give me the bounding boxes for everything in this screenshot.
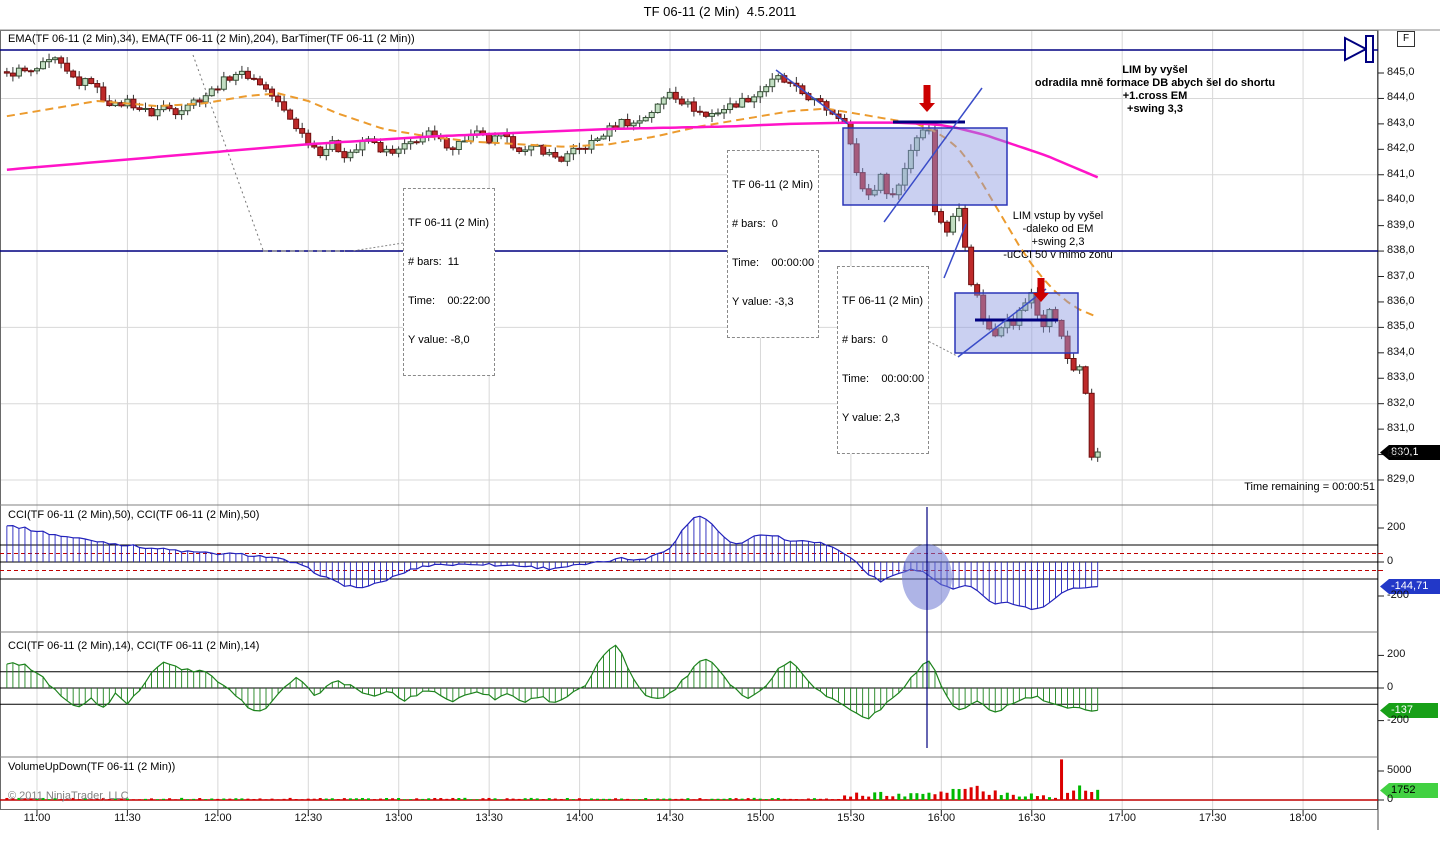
volume-axis-label: 5000 (1387, 764, 1412, 776)
time-axis-label: 13:30 (475, 812, 503, 824)
measure-box-line: Y value: -8,0 (408, 334, 470, 346)
volume-panel-label: VolumeUpDown(TF 06-11 (2 Min)) (8, 761, 176, 773)
entry-note-line: LIM vstup by vyšel (1012, 210, 1104, 222)
f-button[interactable]: F (1397, 31, 1415, 47)
measure-box-line: TF 06-11 (2 Min) (408, 217, 490, 229)
measure-box-line: Time: 00:00:00 (842, 373, 925, 385)
price-axis-label: 844,0 (1387, 91, 1415, 104)
trade-note-annotation[interactable]: LIM by vyšel odradila mně formace DB aby… (1022, 64, 1288, 116)
entry-note-line: +swing 2,3 (1031, 236, 1085, 248)
cci50-axis-label: 200 (1387, 521, 1406, 533)
trendlines (775, 69, 1047, 358)
time-axis-label: 15:30 (837, 812, 865, 824)
measure-box-line: TF 06-11 (2 Min) (732, 179, 814, 191)
measure-box-line: # bars: 0 (732, 218, 778, 230)
time-axis-label: 12:30 (294, 812, 323, 824)
time-axis-label: 17:30 (1198, 812, 1227, 824)
volume-axis-label: 0 (1387, 793, 1394, 805)
cci50-value-badge: -144,71 (1380, 579, 1440, 594)
measure-box-line: TF 06-11 (2 Min) (842, 295, 924, 307)
chart-title: TF 06-11 (2 Min) 4.5.2011 (643, 4, 797, 19)
price-axis-label: 832,0 (1387, 396, 1415, 409)
measure-box-2[interactable]: TF 06-11 (2 Min) # bars: 0 Time: 00:00:0… (727, 150, 820, 338)
panel-borders (0, 29, 1440, 830)
price-axis-label: 830,0 (1387, 447, 1415, 460)
entry-note-line: -uCCI 50 v mimo zonu (1003, 249, 1113, 261)
measure-box-line: # bars: 11 (408, 256, 460, 268)
trade-note-line: odradila mně formace DB abych šel do sho… (1034, 77, 1276, 89)
measure-box-line: Y value: 2,3 (842, 412, 900, 424)
price-axis-label: 840,0 (1387, 193, 1415, 206)
price-axis-label: 838,0 (1387, 244, 1415, 257)
price-axis-label: 842,0 (1387, 142, 1415, 155)
price-axis-label: 833,0 (1387, 371, 1415, 384)
entry-note-annotation[interactable]: LIM vstup by vyšel -daleko od EM +swing … (980, 210, 1136, 262)
time-axis-label: 16:30 (1018, 812, 1046, 824)
time-axis-label: 14:30 (656, 812, 684, 824)
thick-navy-segments (893, 120, 1058, 322)
cci50-axis-label: -200 (1387, 589, 1410, 601)
price-axis-label: 841,0 (1387, 167, 1415, 180)
down-arrow-icons (919, 85, 1049, 302)
measure-box-line: Time: 00:22:00 (408, 295, 491, 307)
cci14-series (6, 644, 1099, 720)
price-axis-label: 837,0 (1387, 269, 1415, 282)
gridlines (0, 30, 1378, 810)
price-axis-label: 845,0 (1387, 66, 1415, 78)
price-axis-label: 836,0 (1387, 294, 1415, 307)
time-axis-label: 18:00 (1289, 812, 1317, 824)
cci14-axis-label: 200 (1387, 648, 1406, 661)
price-axis-label: 831,0 (1387, 422, 1415, 435)
volume-bars (5, 759, 1100, 800)
go-to-end-icon[interactable] (1344, 35, 1374, 63)
price-axis-label: 835,0 (1387, 320, 1415, 333)
time-axis-label: 15:00 (746, 812, 775, 824)
trade-note-line: LIM by vyšel (1122, 64, 1188, 76)
time-axis-label: 13:00 (384, 812, 413, 824)
price-axis-label: 829,0 (1387, 473, 1415, 485)
price-axis-label: 843,0 (1387, 116, 1415, 129)
measure-box-1[interactable]: TF 06-11 (2 Min) # bars: 11 Time: 00:22:… (403, 188, 496, 376)
time-axis-label: 16:00 (927, 812, 956, 824)
copyright-label: © 2011 NinjaTrader, LLC (8, 790, 129, 802)
price-axis-label: 839,0 (1387, 218, 1415, 231)
ema34-line (6, 92, 1099, 319)
cci50-panel-label: CCI(TF 06-11 (2 Min),50), CCI(TF 06-11 (… (8, 509, 260, 521)
time-axis-label: 17:00 (1108, 812, 1136, 824)
measure-box-line: Y value: -3,3 (732, 296, 794, 308)
time-axis-label: 12:00 (204, 812, 232, 824)
measure-box-3[interactable]: TF 06-11 (2 Min) # bars: 0 Time: 00:00:0… (837, 266, 930, 454)
time-axis-label: 11:00 (23, 812, 51, 824)
price-panel-label: EMA(TF 06-11 (2 Min),34), EMA(TF 06-11 (… (8, 33, 415, 45)
price-axis-label: 834,0 (1387, 345, 1415, 358)
axis-tick-marks (36, 72, 1384, 816)
bar-timer-label: Time remaining = 00:00:51 (1244, 481, 1375, 493)
trade-note-line: +swing 3,3 (1127, 103, 1183, 115)
volume-value-badge: 1752 (1380, 783, 1438, 798)
cci14-axis-label: 0 (1387, 681, 1394, 693)
measure-box-line: # bars: 0 (842, 334, 888, 346)
candlesticks (3, 53, 1101, 462)
time-axis-label: 14:00 (565, 812, 594, 824)
cci14-panel-label: CCI(TF 06-11 (2 Min),14), CCI(TF 06-11 (… (8, 640, 260, 652)
trade-note-line: +1.cross EM (1122, 90, 1188, 102)
cci50-axis-label: 0 (1387, 555, 1394, 567)
measure-box-line: Time: 00:00:00 (732, 257, 815, 269)
cci14-value-badge: -137 (1380, 703, 1438, 718)
time-axis-label: 11:30 (114, 812, 141, 824)
last-price-badge: 830,1 (1380, 445, 1440, 460)
cci14-axis-label: -200 (1387, 713, 1410, 726)
cci-reference-lines (0, 544, 1378, 705)
entry-note-line: -daleko od EM (1022, 223, 1094, 235)
